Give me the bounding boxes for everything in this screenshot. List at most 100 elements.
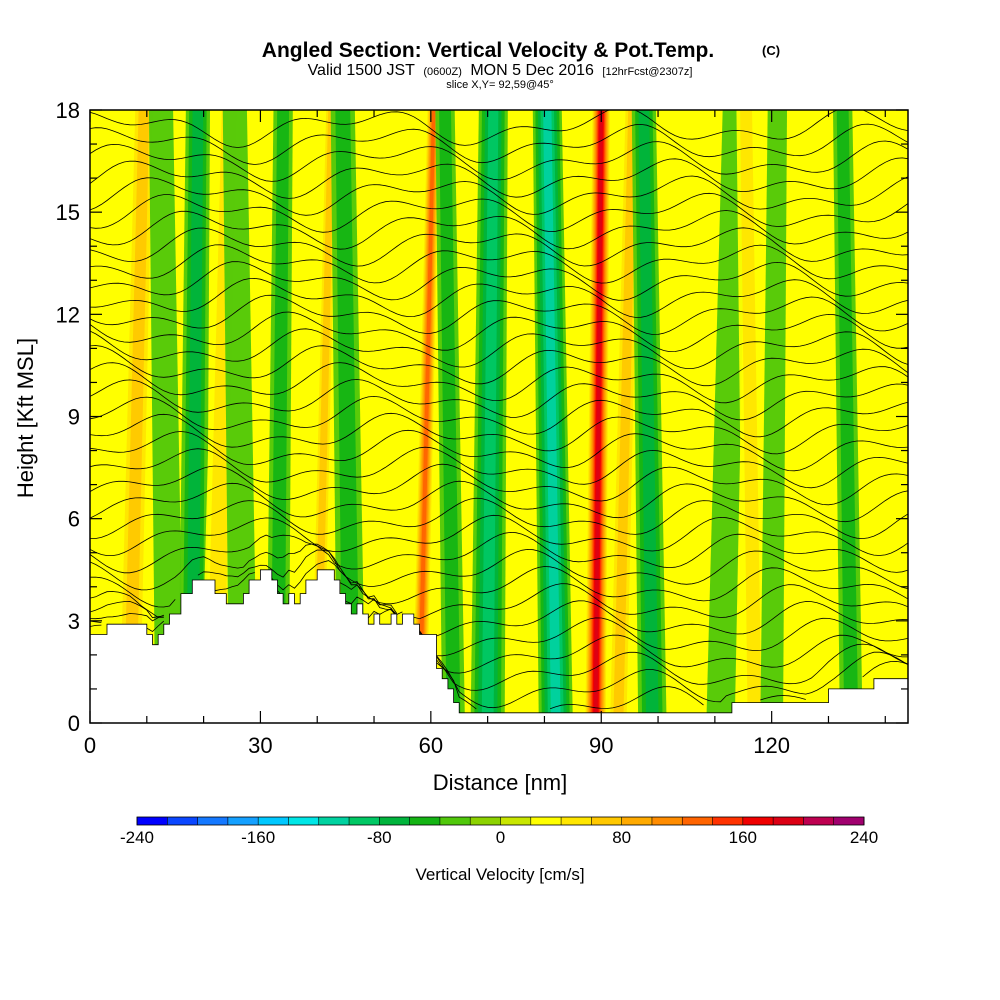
velocity-column — [631, 110, 667, 723]
velocity-column — [371, 110, 393, 723]
colorbar-tick-label: -160 — [241, 828, 275, 847]
colorbar-swatch — [379, 817, 411, 825]
isentrope-line — [436, 660, 908, 710]
velocity-band — [836, 110, 859, 723]
isentrope-line — [90, 157, 908, 199]
isentrope-line — [90, 277, 908, 318]
valid-date: MON 5 Dec 2016 — [470, 62, 594, 79]
colorbar: -240 -160 -80 0 80 160 240 — [120, 816, 878, 847]
y-tick-label: 12 — [56, 302, 80, 327]
y-tick-label: 3 — [68, 609, 80, 634]
y-tick-label: 18 — [56, 98, 80, 123]
y-axis: 0 3 6 9 12 15 18 — [56, 98, 908, 736]
isentrope-line — [90, 624, 908, 691]
colorbar-swatch — [682, 817, 714, 825]
isentrope-line — [90, 596, 908, 657]
colorbar-swatch — [561, 817, 592, 825]
colorbar-swatch — [591, 817, 623, 825]
isentrope-line — [90, 345, 908, 387]
x-tick-label: 0 — [84, 733, 96, 758]
velocity-column — [736, 110, 766, 723]
isentrope-line — [90, 244, 908, 284]
isentrope-line — [90, 227, 908, 267]
y-axis-label: Height [Kft MSL] — [13, 338, 38, 498]
colorbar-swatch — [349, 817, 380, 825]
colorbar-label: Vertical Velocity [cm/s] — [415, 865, 584, 884]
isentrope-line — [90, 261, 908, 301]
colorbar-swatch — [773, 817, 804, 825]
isentrope-line — [90, 123, 908, 165]
velocity-band — [740, 110, 762, 723]
isentrope-line — [424, 642, 908, 709]
valid-local: Valid 1500 JST — [308, 62, 416, 79]
isentrope-line — [90, 543, 908, 591]
isentrope-line — [90, 429, 908, 472]
colorbar-swatch — [621, 817, 653, 825]
colorbar-swatch — [197, 817, 229, 825]
isentrope-line — [90, 497, 908, 540]
y-tick-label: 15 — [56, 200, 80, 225]
isentrope-line — [90, 192, 908, 233]
colorbar-tick-label: -80 — [367, 828, 392, 847]
y-tick-label: 0 — [68, 711, 80, 736]
isentrope-line — [90, 608, 908, 674]
isentrope-line — [90, 294, 908, 335]
colorbar-swatch — [409, 817, 441, 825]
colorbar-swatch — [167, 817, 199, 825]
velocity-column — [435, 110, 465, 723]
colorbar-tick-label: 160 — [729, 828, 757, 847]
velocity-band — [760, 110, 788, 723]
colorbar-swatch — [742, 817, 774, 825]
isentrope-line — [90, 549, 908, 608]
velocity-column — [148, 110, 184, 723]
isentrope-line — [90, 480, 908, 523]
isentrope-line — [90, 514, 908, 556]
isentrope-line — [90, 412, 908, 455]
colorbar-swatch — [258, 817, 289, 825]
isentrope-line — [90, 210, 908, 250]
valid-zulu: (0600Z) — [423, 66, 462, 78]
isentrope-line — [90, 463, 908, 506]
colorbar-swatch — [227, 817, 259, 825]
title-unit: (C) — [762, 43, 780, 58]
colorbar-swatch — [530, 817, 562, 825]
colorbar-swatch — [712, 817, 744, 825]
velocity-column — [470, 110, 508, 723]
velocity-band — [593, 110, 603, 723]
isentrope-line — [90, 110, 908, 148]
colorbar-swatch — [439, 817, 471, 825]
x-tick-label: 90 — [589, 733, 613, 758]
velocity-band — [417, 110, 436, 723]
velocity-column — [115, 110, 157, 723]
colorbar-tick-label: -240 — [120, 828, 154, 847]
colorbar-swatch — [470, 817, 501, 825]
colorbar-tick-label: 240 — [850, 828, 878, 847]
isentrope-line — [90, 446, 908, 489]
x-axis: 0 30 60 90 120 — [84, 110, 886, 758]
terrain — [90, 569, 908, 723]
colorbar-swatch — [318, 817, 350, 825]
velocity-band — [805, 110, 841, 723]
velocity-column — [805, 110, 841, 723]
velocity-band — [123, 110, 150, 723]
colorbar-swatch — [137, 817, 168, 825]
chart-title: Angled Section: Vertical Velocity & Pot.… — [262, 39, 714, 62]
velocity-field — [115, 110, 904, 723]
velocity-column — [222, 110, 258, 723]
velocity-column — [833, 110, 863, 723]
isentrope-line — [90, 395, 908, 438]
colorbar-swatch — [288, 817, 320, 825]
isentrope-line — [90, 140, 908, 182]
velocity-column — [178, 110, 211, 723]
plot-area — [90, 110, 908, 723]
velocity-band — [613, 110, 637, 723]
isentrope-line — [90, 362, 908, 404]
x-tick-label: 30 — [248, 733, 272, 758]
velocity-band — [148, 110, 184, 723]
colorbar-swatch — [803, 817, 835, 825]
x-axis-label: Distance [nm] — [433, 770, 568, 795]
isentrope-line — [90, 328, 908, 369]
x-tick-label: 60 — [419, 733, 443, 758]
isentrope-line — [90, 531, 908, 574]
